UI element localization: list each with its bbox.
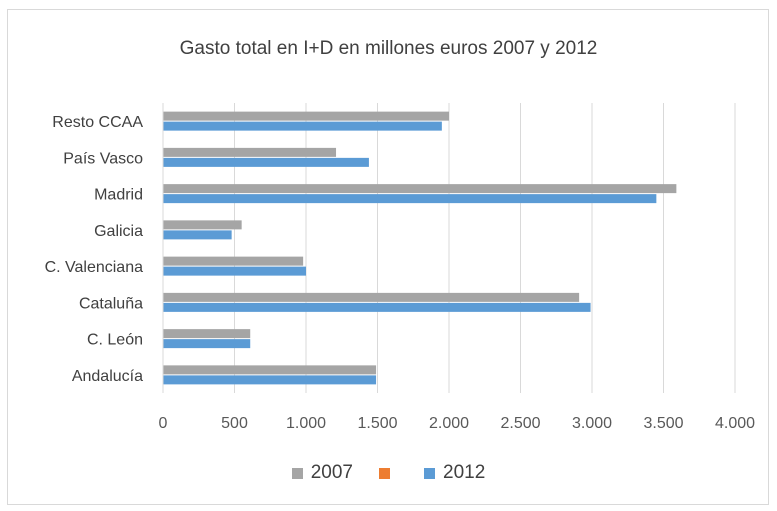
bar bbox=[163, 266, 306, 276]
legend-label-2012: 2012 bbox=[443, 462, 486, 483]
x-tick-label: 4.000 bbox=[715, 415, 755, 432]
legend: 2007 2012 bbox=[0, 462, 777, 484]
category-label: Andalucía bbox=[72, 368, 143, 385]
category-label: Cataluña bbox=[79, 295, 143, 312]
category-label: C. Valenciana bbox=[45, 259, 144, 276]
chart-frame bbox=[7, 9, 769, 505]
x-tick-label: 0 bbox=[159, 415, 168, 432]
category-label: Resto CCAA bbox=[52, 114, 143, 131]
category-label: Madrid bbox=[94, 187, 143, 204]
legend-item-orange bbox=[379, 462, 398, 484]
x-tick-label: 500 bbox=[221, 415, 248, 432]
bar bbox=[163, 184, 677, 194]
x-tick-label: 3.500 bbox=[643, 415, 683, 432]
bar bbox=[163, 365, 377, 375]
bar bbox=[163, 147, 337, 157]
bar bbox=[163, 111, 449, 121]
bar bbox=[163, 292, 580, 302]
bar bbox=[163, 121, 442, 131]
chart-title: Gasto total en I+D en millones euros 200… bbox=[179, 38, 598, 59]
legend-item-2007: 2007 bbox=[291, 462, 353, 484]
bar bbox=[163, 194, 657, 204]
x-tick-label: 1.000 bbox=[286, 415, 326, 432]
bar bbox=[163, 230, 232, 240]
legend-item-2012: 2012 bbox=[424, 462, 485, 484]
legend-swatch-2012 bbox=[424, 467, 435, 479]
bar bbox=[163, 375, 377, 385]
category-label: País Vasco bbox=[63, 150, 143, 167]
legend-label-2007: 2007 bbox=[310, 462, 353, 483]
bar bbox=[163, 339, 251, 349]
category-label: Galicia bbox=[94, 223, 143, 240]
legend-swatch-orange bbox=[379, 467, 390, 479]
bar bbox=[163, 302, 591, 312]
x-tick-label: 3.000 bbox=[572, 415, 612, 432]
bar bbox=[163, 329, 251, 339]
bar bbox=[163, 256, 304, 266]
bar bbox=[163, 220, 242, 230]
category-label: C. León bbox=[87, 332, 143, 349]
legend-swatch-2007 bbox=[291, 467, 303, 479]
bar bbox=[163, 157, 369, 167]
x-tick-label: 2.000 bbox=[429, 415, 469, 432]
x-tick-label: 2.500 bbox=[500, 415, 540, 432]
x-tick-label: 1.500 bbox=[357, 415, 397, 432]
